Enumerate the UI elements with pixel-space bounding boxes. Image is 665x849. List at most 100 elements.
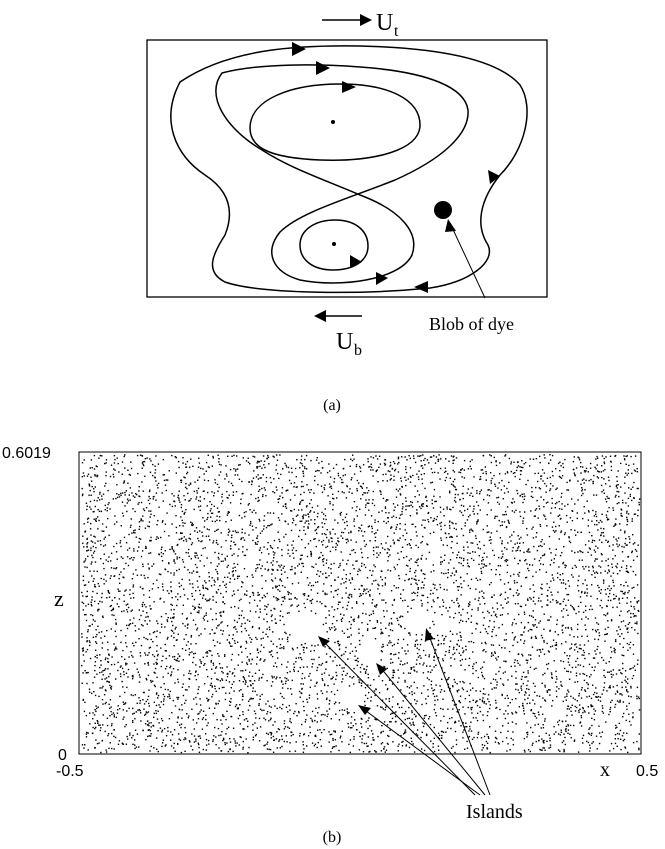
scatter-point: [184, 737, 186, 739]
scatter-point: [604, 589, 607, 591]
scatter-point: [104, 485, 106, 487]
scatter-point: [518, 593, 520, 595]
scatter-point: [479, 548, 481, 550]
scatter-point: [375, 546, 377, 548]
scatter-point: [313, 479, 316, 482]
scatter-point: [603, 457, 605, 460]
scatter-point: [331, 677, 333, 680]
scatter-point: [519, 559, 521, 562]
scatter-point: [477, 676, 479, 679]
scatter-point: [247, 504, 249, 506]
scatter-point: [608, 570, 611, 573]
scatter-point: [538, 545, 540, 548]
scatter-point: [545, 732, 547, 734]
scatter-point: [197, 688, 199, 691]
scatter-point: [542, 480, 544, 482]
scatter-point: [416, 659, 418, 661]
scatter-point: [335, 701, 337, 703]
scatter-point: [380, 732, 382, 734]
scatter-point: [148, 652, 150, 654]
scatter-point: [312, 584, 315, 587]
scatter-point: [115, 551, 118, 553]
scatter-point: [191, 595, 194, 597]
scatter-point: [122, 743, 124, 745]
scatter-point: [423, 459, 425, 462]
scatter-point: [544, 672, 546, 675]
scatter-point: [604, 633, 606, 636]
scatter-point: [150, 679, 152, 682]
scatter-point: [123, 481, 125, 483]
scatter-point: [452, 459, 454, 462]
scatter-point: [632, 712, 634, 714]
scatter-point: [122, 686, 124, 688]
scatter-point: [130, 597, 132, 599]
scatter-point: [203, 490, 205, 492]
scatter-point: [140, 644, 143, 647]
scatter-point: [466, 573, 468, 575]
scatter-point: [421, 524, 423, 526]
scatter-point: [407, 578, 410, 581]
scatter-point: [449, 477, 451, 479]
scatter-point: [259, 600, 261, 602]
scatter-point: [92, 556, 94, 559]
scatter-point: [315, 459, 318, 461]
scatter-point: [451, 541, 453, 543]
scatter-point: [530, 510, 532, 512]
scatter-point: [250, 493, 252, 496]
scatter-point: [589, 750, 591, 752]
scatter-point: [192, 661, 194, 664]
scatter-point: [174, 456, 177, 458]
scatter-point: [115, 622, 117, 624]
scatter-point: [455, 488, 458, 491]
scatter-point: [558, 719, 561, 722]
scatter-point: [205, 714, 207, 716]
scatter-point: [304, 533, 307, 535]
scatter-point: [422, 672, 425, 674]
scatter-point: [471, 706, 473, 709]
scatter-point: [543, 742, 545, 744]
scatter-point: [247, 457, 249, 459]
scatter-point: [276, 489, 278, 491]
scatter-point: [636, 621, 638, 623]
scatter-point: [544, 686, 546, 688]
scatter-point: [263, 546, 265, 548]
scatter-point: [376, 705, 379, 707]
scatter-point: [423, 749, 426, 752]
scatter-point: [555, 642, 558, 644]
scatter-point: [399, 494, 402, 496]
scatter-point: [310, 550, 312, 553]
scatter-point: [120, 525, 122, 527]
scatter-point: [476, 700, 478, 702]
scatter-point: [152, 496, 155, 498]
scatter-point: [92, 580, 94, 582]
scatter-point: [100, 751, 102, 754]
scatter-point: [93, 691, 95, 693]
scatter-point: [442, 731, 445, 733]
scatter-point: [433, 737, 436, 739]
scatter-point: [273, 665, 275, 667]
scatter-point: [391, 629, 394, 632]
scatter-point: [544, 720, 546, 722]
scatter-point: [596, 572, 599, 574]
scatter-point: [217, 511, 220, 513]
scatter-point: [601, 465, 603, 467]
scatter-point: [556, 572, 559, 574]
scatter-point: [102, 615, 104, 617]
scatter-point: [202, 535, 204, 537]
scatter-point: [286, 677, 288, 680]
scatter-point: [187, 641, 189, 643]
scatter-point: [321, 692, 324, 695]
scatter-point: [488, 531, 490, 533]
scatter-point: [588, 608, 591, 611]
scatter-point: [542, 697, 544, 699]
flow-arrow-icon: [316, 61, 330, 75]
scatter-point: [370, 515, 373, 517]
scatter-point: [387, 555, 390, 558]
scatter-point: [206, 620, 209, 622]
scatter-point: [177, 598, 179, 601]
scatter-point: [414, 571, 416, 574]
scatter-point: [225, 521, 227, 523]
scatter-point: [492, 678, 495, 680]
scatter-point: [395, 526, 398, 528]
scatter-point: [445, 650, 447, 653]
